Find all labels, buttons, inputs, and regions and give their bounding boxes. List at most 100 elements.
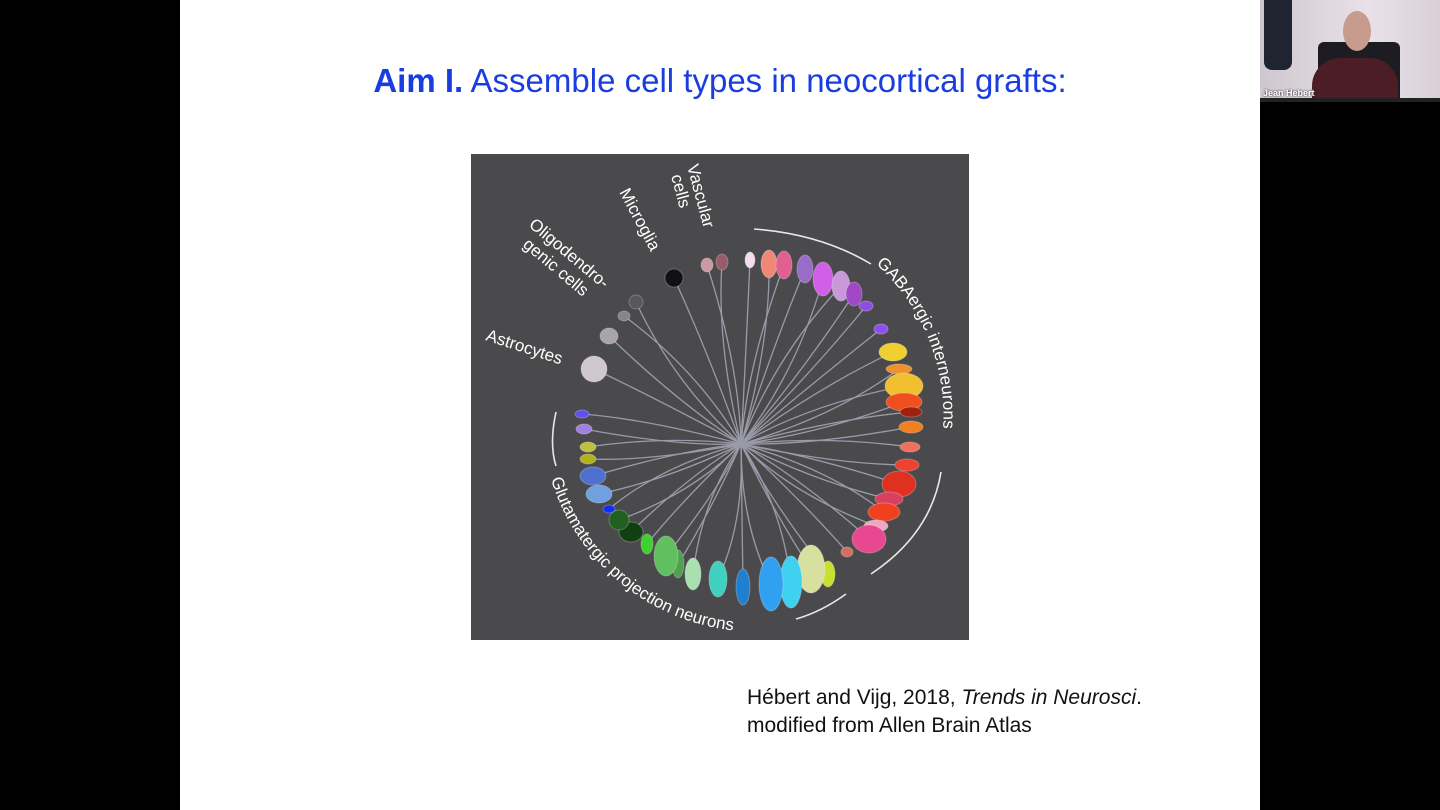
- citation-period: .: [1136, 686, 1142, 709]
- shared-slide: Aim I. Assemble cell types in neocortica…: [180, 0, 1260, 810]
- cell-cluster: [845, 281, 863, 307]
- citation: Hébert and Vijg, 2018, Trends in Neurosc…: [747, 684, 1142, 740]
- tree-branch: [740, 328, 882, 445]
- tree-branch: [608, 443, 742, 510]
- citation-source: modified from Allen Brain Atlas: [747, 714, 1032, 737]
- cell-cluster: [899, 406, 923, 418]
- tree-branch: [581, 413, 742, 445]
- cell-cluster: [640, 533, 654, 555]
- cell-cluster: [898, 420, 924, 434]
- cell-cluster: [579, 453, 597, 465]
- tile-bottom-bar: [1260, 98, 1440, 102]
- cell-cluster: [878, 342, 908, 362]
- tree-branch: [740, 264, 785, 445]
- background-coat: [1264, 0, 1292, 70]
- tree-branch: [608, 335, 742, 445]
- label-astrocytes: Astrocytes: [484, 326, 565, 369]
- tree-branch: [740, 401, 905, 445]
- cell-cluster: [617, 310, 631, 322]
- title-text: Assemble cell types in neocortical graft…: [463, 62, 1067, 99]
- tree-branch: [740, 443, 900, 485]
- tree-branch: [692, 443, 742, 575]
- cell-cluster: [758, 556, 784, 612]
- tree-branch: [740, 278, 824, 445]
- tree-branch: [706, 264, 742, 445]
- tree-branch: [720, 261, 742, 445]
- tree-branch: [740, 268, 806, 445]
- cell-cluster: [796, 254, 814, 284]
- tree-branch: [740, 443, 870, 540]
- tree-branch: [740, 443, 890, 500]
- cell-cluster: [708, 560, 728, 598]
- cell-cluster: [899, 441, 921, 453]
- tree-branch: [635, 301, 742, 445]
- tree-branch: [740, 411, 912, 445]
- tree-branch: [740, 293, 855, 445]
- glut-bracket-left: [551, 411, 557, 467]
- tree-branch: [630, 443, 742, 533]
- tree-branch: [587, 443, 742, 460]
- tree-branch: [740, 368, 900, 445]
- cell-cluster: [684, 557, 702, 591]
- cell-cluster: [894, 458, 920, 472]
- citation-journal: Trends in Neurosci: [961, 686, 1137, 709]
- cell-cluster: [575, 423, 593, 435]
- cell-cluster: [700, 257, 714, 273]
- tree-branch: [598, 443, 742, 495]
- gaba-bracket-bottom: [870, 471, 942, 575]
- tree-branch: [740, 443, 848, 553]
- cell-cluster: [664, 268, 684, 288]
- cell-cluster: [775, 250, 793, 280]
- tree-branch: [740, 305, 867, 445]
- tree-branch: [740, 351, 894, 445]
- cell-cluster: [585, 484, 613, 504]
- citation-authors: Hébert and Vijg, 2018,: [747, 686, 962, 709]
- tree-branch: [740, 385, 905, 445]
- label-microglia: Microglia: [615, 185, 664, 254]
- label-glutamatergic: Glutamatergic projection neurons: [547, 474, 735, 634]
- cell-cluster: [873, 323, 889, 335]
- gaba-bracket-top: [753, 228, 872, 265]
- tree-branch: [677, 443, 742, 565]
- cell-cluster: [599, 327, 619, 345]
- cell-cluster: [579, 441, 597, 453]
- participant-head: [1343, 11, 1371, 51]
- cell-cluster: [840, 546, 854, 558]
- tree-branch: [665, 443, 742, 557]
- tree-branch: [618, 443, 742, 521]
- tree-branch: [583, 428, 742, 445]
- cell-cluster: [715, 253, 729, 271]
- slide-title: Aim I. Assemble cell types in neocortica…: [180, 62, 1260, 100]
- tree-branch: [740, 439, 911, 448]
- cell-cluster: [735, 568, 751, 606]
- tree-branch: [740, 443, 885, 513]
- participant-body: [1312, 58, 1398, 102]
- tree-branch: [673, 277, 742, 445]
- cell-cluster: [608, 509, 630, 531]
- glut-bracket-bottom: [795, 593, 847, 620]
- cell-cluster: [851, 524, 887, 554]
- tree-branch: [740, 285, 842, 445]
- tree-branch: [593, 368, 742, 445]
- tree-branch: [623, 315, 742, 445]
- cell-cluster: [867, 502, 901, 522]
- cell-cluster: [574, 409, 590, 419]
- cell-cluster: [579, 466, 607, 486]
- cell-cluster: [858, 300, 874, 312]
- cell-cluster: [580, 355, 608, 383]
- title-bold: Aim I.: [373, 62, 464, 99]
- cell-cluster: [744, 251, 756, 269]
- cell-cluster: [885, 363, 913, 375]
- cell-cluster: [653, 535, 679, 577]
- cell-type-dendrogram: Vascular cells Microglia Oligodendro- ge…: [484, 162, 959, 634]
- cell-cluster: [812, 261, 834, 297]
- tree-branch: [740, 263, 770, 445]
- tree-branch: [646, 443, 742, 545]
- participant-video-tile[interactable]: Jean Hebert: [1260, 0, 1440, 102]
- participant-name: Jean Hebert: [1263, 88, 1315, 98]
- cell-cluster: [602, 504, 616, 514]
- cell-type-tree-figure: Vascular cells Microglia Oligodendro- ge…: [471, 154, 969, 640]
- cell-cluster: [628, 294, 644, 310]
- cell-cluster: [760, 249, 778, 279]
- tree-branch: [740, 259, 751, 445]
